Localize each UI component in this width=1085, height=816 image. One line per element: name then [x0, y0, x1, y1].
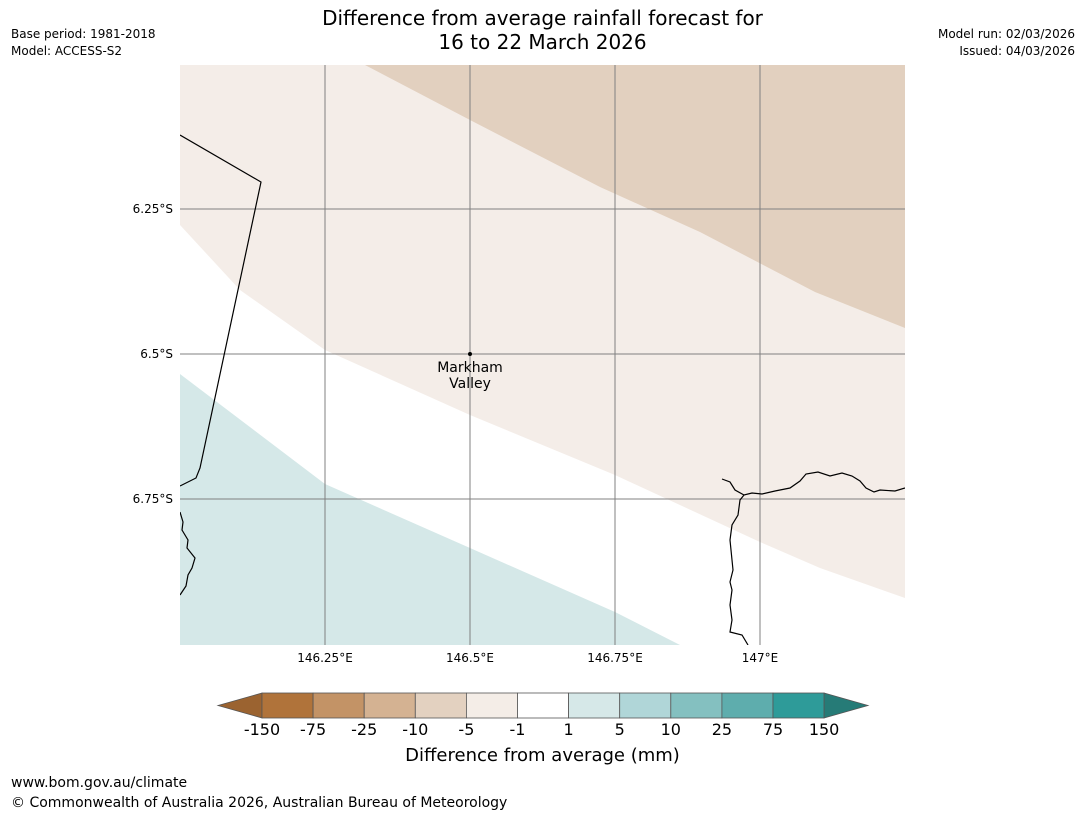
- colorbar: [216, 692, 870, 719]
- colorbar-tick-label: -5: [458, 720, 475, 739]
- colorbar-segment: [465, 692, 518, 719]
- title-line1: Difference from average rainfall forecas…: [322, 6, 763, 30]
- colorbar-segment: [414, 692, 467, 719]
- border-line: [180, 134, 262, 487]
- colorbar-segment: [721, 692, 774, 719]
- colorbar-segment: [619, 692, 672, 719]
- map-title: Difference from average rainfall forecas…: [0, 6, 1085, 54]
- coastline-east: [721, 471, 905, 496]
- model-info: Base period: 1981-2018 Model: ACCESS-S2: [11, 26, 156, 60]
- river-line: [729, 494, 749, 645]
- colorbar-tick-label: -10: [402, 720, 429, 739]
- colorbar-title: Difference from average (mm): [405, 745, 680, 766]
- colorbar-tick-label: 150: [808, 720, 840, 739]
- colorbar-tick-label: 5: [614, 720, 625, 739]
- colorbar-segment: [568, 692, 621, 719]
- colorbar-segment: [772, 692, 825, 719]
- colorbar-tick-label: -75: [300, 720, 327, 739]
- colorbar-arrow-left: [216, 692, 263, 719]
- gridlines: [180, 65, 905, 645]
- lon-label: 146.25°E: [297, 651, 353, 665]
- place-label-line1: Markham: [437, 360, 503, 376]
- colorbar-tick-label: -150: [243, 720, 281, 739]
- lat-label: 6.75°S: [133, 492, 173, 506]
- issued-date: Issued: 04/03/2026: [959, 44, 1075, 58]
- coastline-west: [180, 511, 196, 596]
- place-label-line2: Valley: [449, 376, 491, 392]
- model-name: Model: ACCESS-S2: [11, 44, 123, 58]
- colorbar-tick-label: -25: [351, 720, 378, 739]
- lon-label: 147°E: [742, 651, 779, 665]
- colorbar-segment: [261, 692, 314, 719]
- lon-label: 146.75°E: [587, 651, 643, 665]
- colorbar-tick-labels: -150 -75 -25 -10 -5 -1 1 5 10 25 75 150: [0, 720, 1085, 740]
- dry-medium-region: [365, 65, 905, 328]
- lat-label: 6.5°S: [140, 347, 173, 361]
- colorbar-tick-label: 1: [563, 720, 574, 739]
- place-marker-icon: [468, 352, 472, 356]
- run-info: Model run: 02/03/2026 Issued: 04/03/2026: [938, 26, 1075, 60]
- colorbar-segment: [517, 692, 569, 719]
- colorbar-tick-label: -1: [509, 720, 526, 739]
- axis-labels: 6.25°S 6.5°S 6.75°S 146.25°E 146.5°E 146…: [133, 202, 779, 665]
- colorbar-tick-label: 25: [711, 720, 733, 739]
- lat-label: 6.25°S: [133, 202, 173, 216]
- footer-copyright: © Commonwealth of Australia 2026, Austra…: [11, 795, 508, 811]
- base-period: Base period: 1981-2018: [11, 27, 156, 41]
- map-plot-area: Markham Valley: [180, 65, 905, 645]
- lon-label: 146.5°E: [446, 651, 494, 665]
- colorbar-segment: [670, 692, 723, 719]
- colorbar-arrow-right: [823, 692, 870, 719]
- colorbar-tick-label: 10: [660, 720, 681, 739]
- colorbar-tick-label: 75: [762, 720, 784, 739]
- model-run: Model run: 02/03/2026: [937, 27, 1075, 41]
- colorbar-segment: [363, 692, 416, 719]
- wet-light-region: [180, 374, 680, 645]
- title-line2: 16 to 22 March 2026: [438, 30, 647, 54]
- footer-url[interactable]: www.bom.gov.au/climate: [11, 775, 188, 791]
- colorbar-segment: [312, 692, 365, 719]
